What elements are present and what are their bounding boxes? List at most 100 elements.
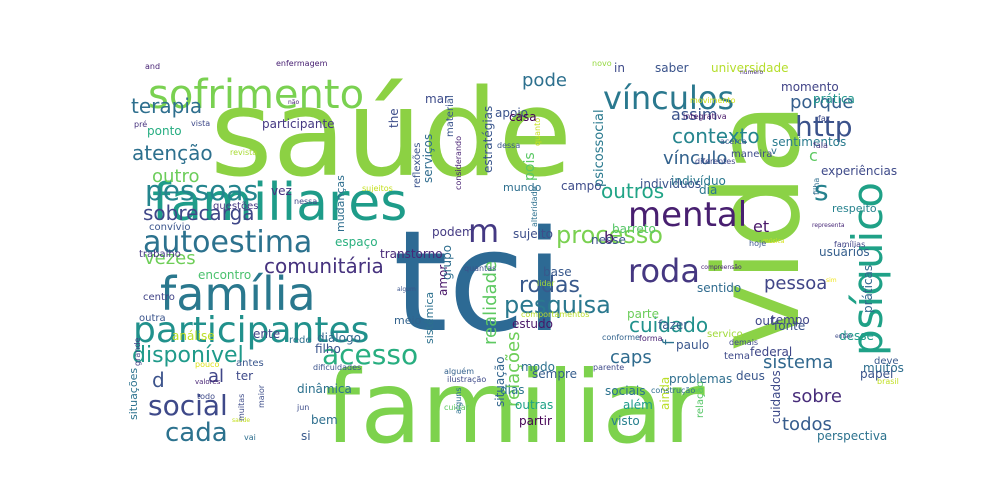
cloud-word: então [835, 333, 853, 340]
cloud-word: realidade [480, 261, 501, 345]
cloud-word: grande [133, 338, 142, 366]
cloud-word: outro [152, 166, 200, 187]
cloud-word: saúde [210, 65, 572, 204]
cloud-word: serviço [707, 329, 743, 340]
cloud-word: c [809, 146, 818, 165]
cloud-word: trabalho [139, 249, 181, 260]
cloud-word: participante [262, 117, 335, 131]
cloud-word: sempre [532, 367, 577, 381]
cloud-word: cuidado [629, 313, 708, 337]
cloud-word: considerando [454, 136, 463, 190]
cloud-word: filha [812, 178, 821, 195]
cloud-word: indivíduo [671, 174, 726, 188]
cloud-word: convívio [149, 221, 190, 233]
cloud-word: jun [296, 403, 309, 412]
cloud-word: algum [397, 286, 416, 293]
cloud-word: análise [172, 329, 215, 343]
cloud-word: sistêmica [423, 292, 436, 344]
cloud-word: centro [143, 292, 175, 303]
cloud-word: dificuldades [313, 363, 361, 372]
cloud-word: bem [311, 413, 338, 427]
cloud-word: terapia [131, 94, 202, 118]
cloud-word: integrativa [683, 112, 727, 121]
cloud-word: deve [874, 356, 899, 367]
cloud-word: ponto [147, 124, 182, 138]
cloud-word: and [145, 62, 160, 71]
cloud-word: sujeitos [362, 184, 393, 193]
cloud-word: amor [436, 265, 450, 296]
cloud-word: situação [493, 356, 507, 407]
cloud-word: relação [695, 381, 706, 418]
cloud-word: quanto [533, 118, 542, 146]
cloud-word: mar [425, 92, 449, 106]
cloud-word: parente [593, 363, 624, 372]
cloud-word: revista [230, 148, 257, 157]
cloud-word: saúde [232, 417, 250, 424]
cloud-word: usuários [819, 245, 870, 259]
cloud-word: fazer [658, 318, 688, 332]
cloud-word: acesso [322, 338, 418, 371]
cloud-word: mundo [503, 181, 542, 194]
cloud-word: ente [253, 327, 280, 341]
cloud-word: ilustração [447, 375, 486, 384]
cloud-word: família [160, 267, 316, 321]
cloud-word: alguém [444, 366, 474, 376]
cloud-word: contexto [672, 124, 760, 148]
cloud-word: maior [257, 384, 266, 408]
cloud-word: b [604, 228, 614, 247]
cloud-word: antes [236, 358, 264, 369]
cloud-word: d [152, 368, 165, 392]
cloud-word: prática [813, 92, 855, 106]
cloud-word: pesquisa [504, 291, 611, 319]
cloud-word: vai [244, 433, 256, 442]
cloud-word: roda [628, 252, 700, 290]
cloud-word: grupo [440, 245, 454, 280]
cloud-word: base [543, 265, 572, 279]
cloud-word: s [814, 174, 829, 207]
cloud-word: questões [213, 201, 258, 212]
cloud-word: material [445, 95, 456, 137]
cloud-word: porque [790, 92, 853, 113]
cloud-word: meio [394, 314, 422, 327]
cloud-word: universidade [711, 61, 789, 75]
cloud-word: sofrimento [148, 72, 364, 118]
cloud-word: cuidar [444, 403, 470, 412]
cloud-word: filho [315, 342, 341, 356]
cloud-word: dia [699, 183, 717, 197]
cloud-word: casa [509, 110, 537, 124]
cloud-word: outras [515, 398, 553, 412]
cloud-word: mudanças [334, 175, 347, 232]
cloud-word: pessoa [764, 273, 827, 294]
cloud-words: tcisaúdefamiliarvidafamiliaresfamíliasof… [127, 59, 904, 466]
cloud-word: valores [195, 378, 221, 386]
cloud-word: enfermagem [276, 59, 328, 68]
cloud-word: sim [826, 277, 837, 284]
cloud-word: mental [628, 195, 747, 235]
cloud-word: sentido [697, 281, 741, 295]
cloud-word: rodas [519, 273, 580, 298]
cloud-word: demais [729, 338, 758, 347]
cloud-word: processo [556, 221, 663, 249]
cloud-word: v [771, 146, 777, 157]
cloud-word: estratégias [481, 106, 495, 173]
cloud-word: outra [139, 313, 166, 324]
cloud-word: compreensão [701, 264, 742, 271]
cloud-word: et [753, 217, 769, 236]
cloud-word: acerca [720, 137, 747, 146]
cloud-word: podem [432, 225, 474, 239]
cloud-word: vezes [144, 248, 196, 269]
cloud-word: novo [592, 59, 612, 68]
cloud-word: dinâmica [297, 382, 352, 396]
cloud-word: visto [611, 414, 640, 428]
cloud-word: dias [500, 383, 525, 397]
cloud-word: espaço [335, 235, 378, 249]
cloud-word: partir [519, 414, 552, 428]
cloud-word: familiares [152, 173, 407, 233]
cloud-word: fonte [774, 319, 805, 333]
cloud-word: al [208, 366, 224, 387]
cloud-word: cuidados [769, 370, 783, 424]
cloud-word: cada [165, 418, 228, 448]
cloud-word: sentimentos [772, 135, 846, 149]
cloud-word: pré [134, 119, 147, 129]
